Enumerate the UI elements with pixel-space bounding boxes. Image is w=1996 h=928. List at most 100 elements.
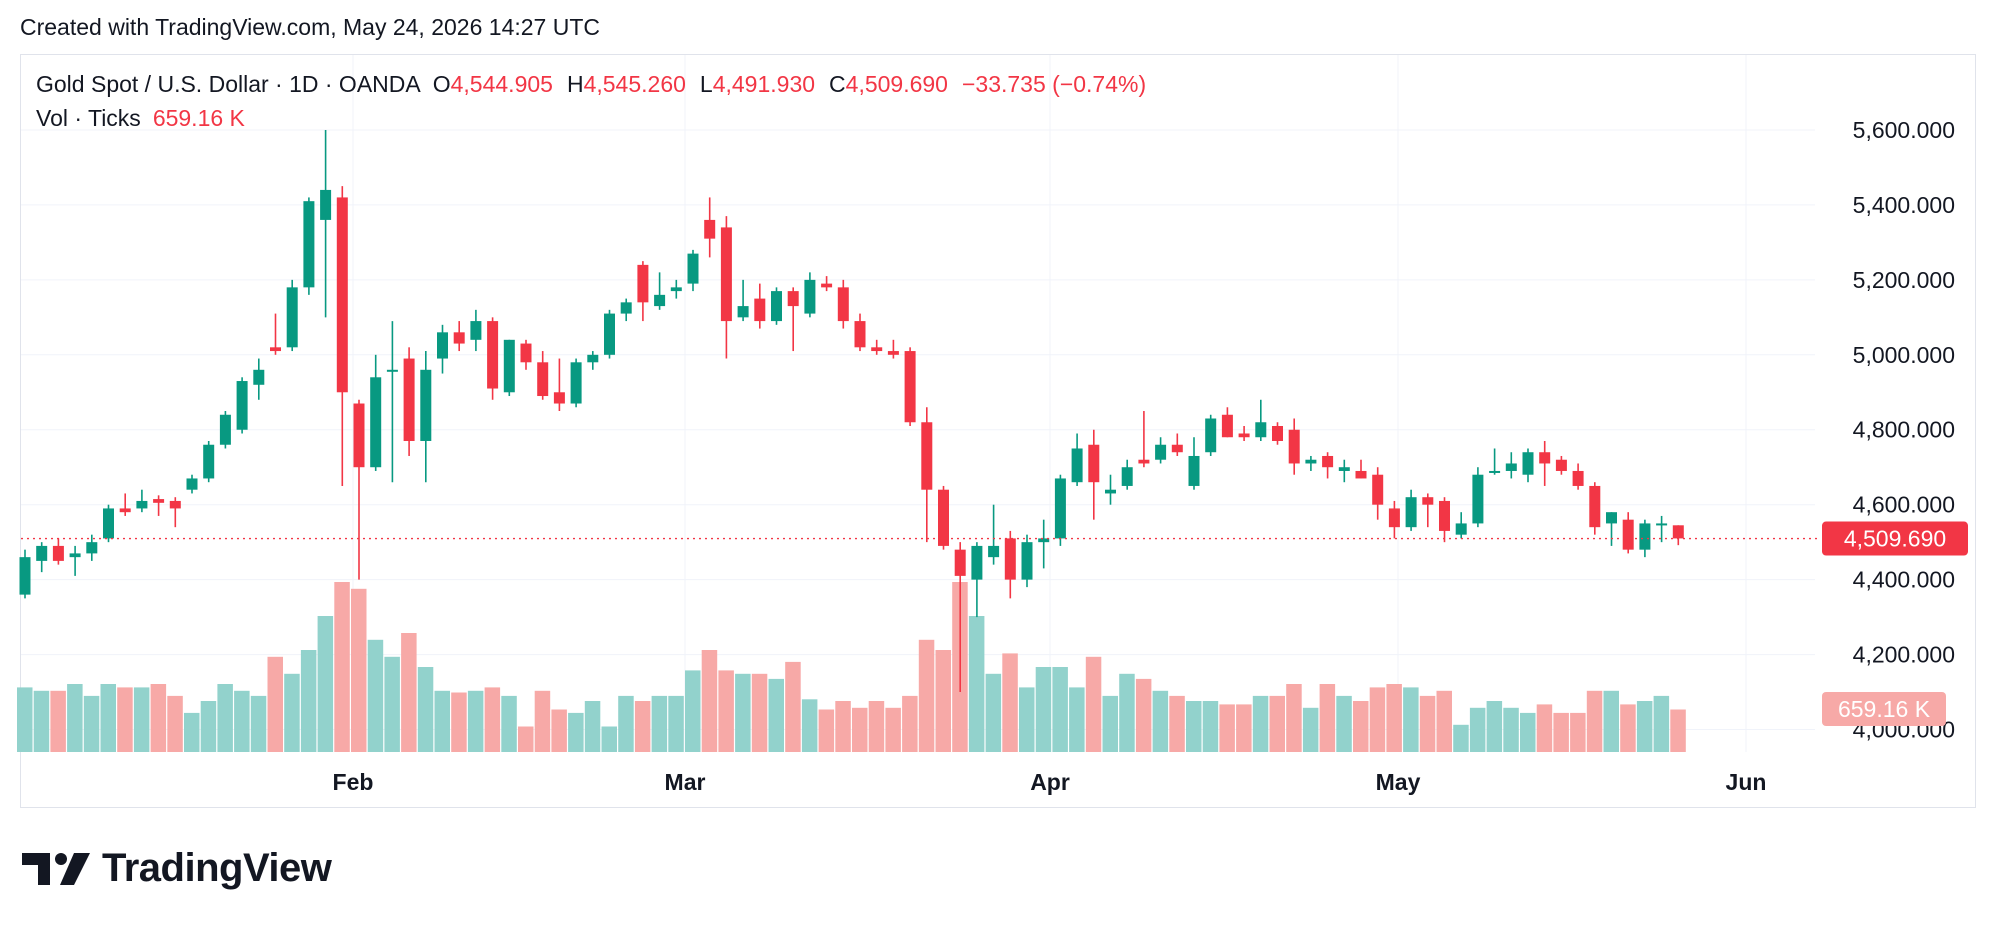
volume-bar xyxy=(718,670,734,752)
volume-bar xyxy=(1186,701,1202,752)
candle-body xyxy=(938,489,949,546)
volume-bar xyxy=(735,673,751,752)
volume-bar xyxy=(1302,707,1319,752)
volume-bar xyxy=(785,661,801,752)
volume-bar xyxy=(1286,684,1302,752)
volume-bar xyxy=(818,709,835,752)
volume-bar xyxy=(1369,687,1386,752)
candle-body xyxy=(1071,448,1083,483)
candle-body xyxy=(587,354,599,363)
candle-body xyxy=(153,499,165,503)
candle-body xyxy=(1355,470,1367,479)
candle-body xyxy=(1622,519,1634,550)
volume-bar xyxy=(133,687,150,752)
volume-bar xyxy=(451,692,467,752)
candle-body xyxy=(1054,478,1066,539)
last-volume-badge xyxy=(1822,692,1946,726)
volume-bar xyxy=(1019,687,1035,752)
candle-body xyxy=(1038,538,1050,543)
volume-bar xyxy=(434,690,450,752)
x-tick-label: May xyxy=(1376,769,1421,795)
volume-bar xyxy=(1319,684,1336,752)
candle-body xyxy=(1572,470,1584,486)
candle-body xyxy=(420,369,432,441)
volume-bar xyxy=(685,670,701,752)
candle-body xyxy=(1255,422,1267,438)
candle-body xyxy=(1639,523,1651,550)
volume-bar xyxy=(601,726,617,752)
candle-body xyxy=(1004,538,1016,580)
candle-body xyxy=(1405,497,1417,528)
candle-body xyxy=(1455,523,1467,535)
candle-body xyxy=(704,219,716,239)
volume-bar xyxy=(902,695,918,752)
candle-body xyxy=(821,283,833,288)
candle-body xyxy=(988,545,1000,558)
volume-label[interactable]: Vol · Ticks xyxy=(36,105,141,131)
low-label: L xyxy=(699,71,713,97)
volume-bar xyxy=(1119,673,1135,752)
candle-body xyxy=(286,287,298,348)
candle-body xyxy=(1288,429,1300,464)
volume-bar xyxy=(367,639,384,752)
candle-body xyxy=(771,291,782,322)
candle-body xyxy=(1155,444,1167,460)
volume-bar xyxy=(1052,667,1068,752)
candle-body xyxy=(754,298,766,322)
volume-bar xyxy=(935,650,951,752)
last-price-badge xyxy=(1822,521,1968,556)
tradingview-logo[interactable]: TradingView xyxy=(22,846,332,891)
low-value: 4,491.930 xyxy=(712,71,816,97)
candle-body xyxy=(1272,426,1283,441)
y-tick-label: 5,200.000 xyxy=(1853,267,1955,293)
volume-bar xyxy=(1520,712,1536,752)
volume-bar xyxy=(1503,707,1519,752)
volume-bar xyxy=(234,690,250,752)
chart-frame xyxy=(20,54,1976,808)
candle-body xyxy=(1021,542,1033,580)
volume-bar xyxy=(351,588,367,752)
change-value: −33.735 (−0.74%) xyxy=(961,71,1147,97)
volume-bar xyxy=(1152,690,1169,752)
candle-body xyxy=(1238,433,1250,438)
volume-bar xyxy=(618,695,634,752)
volume-bar xyxy=(83,695,100,752)
volume-bar xyxy=(1336,695,1352,752)
volume-bar xyxy=(1202,701,1219,752)
volume-bar xyxy=(835,701,851,752)
candle-body xyxy=(437,332,448,359)
high-value: 4,545.260 xyxy=(583,71,686,97)
x-tick-label: Jun xyxy=(1726,769,1767,795)
volume-bar xyxy=(1536,704,1553,752)
volume-bar xyxy=(300,650,317,752)
candle-body xyxy=(887,351,899,355)
volume-bar xyxy=(284,673,300,752)
volume-bar xyxy=(1219,704,1235,752)
candle-body xyxy=(921,422,933,490)
candle-body xyxy=(720,227,732,322)
candle-body xyxy=(787,291,799,307)
volume-bar xyxy=(1386,684,1402,752)
candle-body xyxy=(1305,459,1317,464)
volume-bar xyxy=(1553,712,1569,752)
volume-bar xyxy=(768,678,784,752)
volume-bar xyxy=(33,690,50,752)
candle-body xyxy=(370,377,382,468)
volume-bar xyxy=(868,701,885,752)
candle-body xyxy=(570,362,582,404)
candle-body xyxy=(119,508,131,513)
symbol-title[interactable]: Gold Spot / U.S. Dollar · 1D · OANDA xyxy=(36,71,421,97)
candle-body xyxy=(219,414,231,445)
created-with-caption: Created with TradingView.com, May 24, 20… xyxy=(20,14,600,40)
candle-body xyxy=(804,279,816,314)
volume-bar xyxy=(1653,695,1670,752)
candle-body xyxy=(1171,444,1183,453)
volume-bar xyxy=(1570,712,1586,752)
volume-bar xyxy=(1252,695,1269,752)
candle-body xyxy=(236,381,248,430)
volume-bar xyxy=(668,695,684,752)
candle-body xyxy=(1489,470,1501,473)
candle-body xyxy=(954,549,966,576)
volume-legend: Vol · Ticks 659.16 K xyxy=(36,105,245,132)
